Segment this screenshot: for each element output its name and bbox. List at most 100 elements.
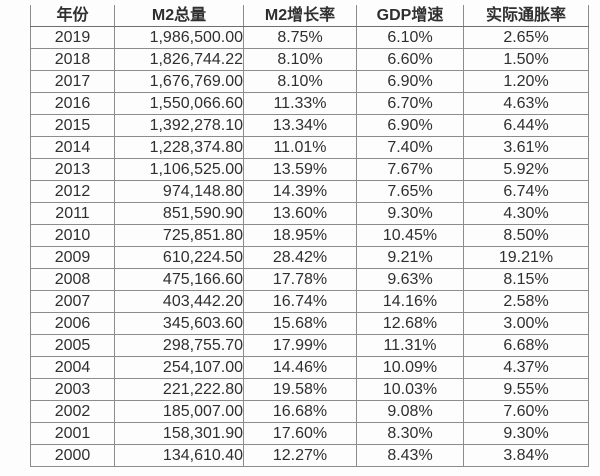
cell-year: 2018 xyxy=(30,48,115,71)
cell-m2-growth-rate: 19.58% xyxy=(243,378,357,401)
table-row: 2004 254,107.00 14.46% 10.09% 4.37% xyxy=(30,356,589,379)
cell-m2-growth-rate: 11.01% xyxy=(243,136,357,159)
table-row: 2011 851,590.90 13.60% 9.30% 4.30% xyxy=(30,202,589,225)
cell-year: 2005 xyxy=(30,334,115,357)
cell-m2-growth-rate: 14.39% xyxy=(243,180,357,203)
cell-m2-total: 1,106,525.00 xyxy=(114,158,244,181)
cell-m2-growth-rate: 15.68% xyxy=(243,312,357,335)
column-header-gdp-growth: GDP增速 xyxy=(356,5,464,27)
table-header: 年份 M2总量 M2增长率 GDP增速 实际通胀率 xyxy=(30,5,589,27)
cell-gdp-growth: 10.09% xyxy=(356,356,464,379)
cell-inflation-rate: 4.37% xyxy=(463,356,589,379)
cell-inflation-rate: 3.61% xyxy=(463,136,589,159)
cell-m2-total: 1,986,500.00 xyxy=(114,26,244,49)
cell-m2-growth-rate: 13.34% xyxy=(243,114,357,137)
header-row: 年份 M2总量 M2增长率 GDP增速 实际通胀率 xyxy=(30,5,589,27)
cell-inflation-rate: 9.55% xyxy=(463,378,589,401)
cell-year: 2014 xyxy=(30,136,115,159)
cell-inflation-rate: 8.15% xyxy=(463,268,589,291)
cell-year: 2003 xyxy=(30,378,115,401)
cell-m2-growth-rate: 13.60% xyxy=(243,202,357,225)
cell-m2-total: 851,590.90 xyxy=(114,202,244,225)
cell-year: 2009 xyxy=(30,246,115,269)
cell-gdp-growth: 10.45% xyxy=(356,224,464,247)
cell-inflation-rate: 7.60% xyxy=(463,400,589,423)
cell-year: 2000 xyxy=(30,444,115,467)
cell-inflation-rate: 2.65% xyxy=(463,26,589,49)
cell-gdp-growth: 6.10% xyxy=(356,26,464,49)
table-row: 2013 1,106,525.00 13.59% 7.67% 5.92% xyxy=(30,158,589,181)
cell-gdp-growth: 9.30% xyxy=(356,202,464,225)
cell-m2-growth-rate: 8.10% xyxy=(243,48,357,71)
cell-m2-total: 1,392,278.10 xyxy=(114,114,244,137)
table-row: 2000 134,610.40 12.27% 8.43% 3.84% xyxy=(30,444,589,467)
cell-m2-total: 134,610.40 xyxy=(114,444,244,467)
cell-gdp-growth: 8.30% xyxy=(356,422,464,445)
cell-inflation-rate: 8.50% xyxy=(463,224,589,247)
cell-year: 2013 xyxy=(30,158,115,181)
table-row: 2016 1,550,066.60 11.33% 6.70% 4.63% xyxy=(30,92,589,115)
cell-year: 2010 xyxy=(30,224,115,247)
cell-gdp-growth: 8.43% xyxy=(356,444,464,467)
cell-inflation-rate: 1.50% xyxy=(463,48,589,71)
cell-year: 2012 xyxy=(30,180,115,203)
cell-gdp-growth: 7.65% xyxy=(356,180,464,203)
cell-m2-total: 298,755.70 xyxy=(114,334,244,357)
cell-inflation-rate: 2.58% xyxy=(463,290,589,313)
table-row: 2010 725,851.80 18.95% 10.45% 8.50% xyxy=(30,224,589,247)
cell-gdp-growth: 6.90% xyxy=(356,70,464,93)
cell-m2-total: 185,007.00 xyxy=(114,400,244,423)
table-row: 2012 974,148.80 14.39% 7.65% 6.74% xyxy=(30,180,589,203)
table-row: 2018 1,826,744.22 8.10% 6.60% 1.50% xyxy=(30,48,589,71)
cell-year: 2001 xyxy=(30,422,115,445)
cell-gdp-growth: 14.16% xyxy=(356,290,464,313)
cell-year: 2002 xyxy=(30,400,115,423)
column-header-m2-total: M2总量 xyxy=(114,5,244,27)
table-row: 2019 1,986,500.00 8.75% 6.10% 2.65% xyxy=(30,26,589,49)
table-row: 2002 185,007.00 16.68% 9.08% 7.60% xyxy=(30,400,589,423)
cell-inflation-rate: 4.30% xyxy=(463,202,589,225)
cell-m2-growth-rate: 14.46% xyxy=(243,356,357,379)
cell-year: 2015 xyxy=(30,114,115,137)
cell-inflation-rate: 5.92% xyxy=(463,158,589,181)
cell-m2-total: 1,550,066.60 xyxy=(114,92,244,115)
table-row: 2015 1,392,278.10 13.34% 6.90% 6.44% xyxy=(30,114,589,137)
cell-inflation-rate: 4.63% xyxy=(463,92,589,115)
column-header-inflation-rate: 实际通胀率 xyxy=(463,5,589,27)
cell-year: 2016 xyxy=(30,92,115,115)
cell-inflation-rate: 1.20% xyxy=(463,70,589,93)
table-row: 2017 1,676,769.00 8.10% 6.90% 1.20% xyxy=(30,70,589,93)
table-row: 2003 221,222.80 19.58% 10.03% 9.55% xyxy=(30,378,589,401)
cell-m2-growth-rate: 17.99% xyxy=(243,334,357,357)
cell-m2-total: 1,826,744.22 xyxy=(114,48,244,71)
cell-m2-growth-rate: 12.27% xyxy=(243,444,357,467)
table-row: 2005 298,755.70 17.99% 11.31% 6.68% xyxy=(30,334,589,357)
cell-gdp-growth: 6.70% xyxy=(356,92,464,115)
cell-m2-total: 1,676,769.00 xyxy=(114,70,244,93)
table-body: 2019 1,986,500.00 8.75% 6.10% 2.65% 2018 1,826… xyxy=(30,26,589,467)
cell-gdp-growth: 9.63% xyxy=(356,268,464,291)
cell-m2-total: 158,301.90 xyxy=(114,422,244,445)
cell-gdp-growth: 10.03% xyxy=(356,378,464,401)
cell-m2-total: 725,851.80 xyxy=(114,224,244,247)
table-row: 2009 610,224.50 28.42% 9.21% 19.21% xyxy=(30,246,589,269)
cell-m2-growth-rate: 17.60% xyxy=(243,422,357,445)
table-row: 2007 403,442.20 16.74% 14.16% 2.58% xyxy=(30,290,589,313)
column-header-year: 年份 xyxy=(30,5,115,27)
table-row: 2014 1,228,374.80 11.01% 7.40% 3.61% xyxy=(30,136,589,159)
cell-year: 2019 xyxy=(30,26,115,49)
table-row: 2008 475,166.60 17.78% 9.63% 8.15% xyxy=(30,268,589,291)
cell-m2-total: 345,603.60 xyxy=(114,312,244,335)
cell-gdp-growth: 11.31% xyxy=(356,334,464,357)
cell-year: 2017 xyxy=(30,70,115,93)
cell-year: 2008 xyxy=(30,268,115,291)
cell-m2-growth-rate: 16.68% xyxy=(243,400,357,423)
cell-inflation-rate: 6.68% xyxy=(463,334,589,357)
cell-inflation-rate: 6.74% xyxy=(463,180,589,203)
cell-m2-total: 974,148.80 xyxy=(114,180,244,203)
cell-m2-growth-rate: 16.74% xyxy=(243,290,357,313)
cell-m2-growth-rate: 18.95% xyxy=(243,224,357,247)
cell-m2-total: 1,228,374.80 xyxy=(114,136,244,159)
column-header-m2-growth-rate: M2增长率 xyxy=(243,5,357,27)
